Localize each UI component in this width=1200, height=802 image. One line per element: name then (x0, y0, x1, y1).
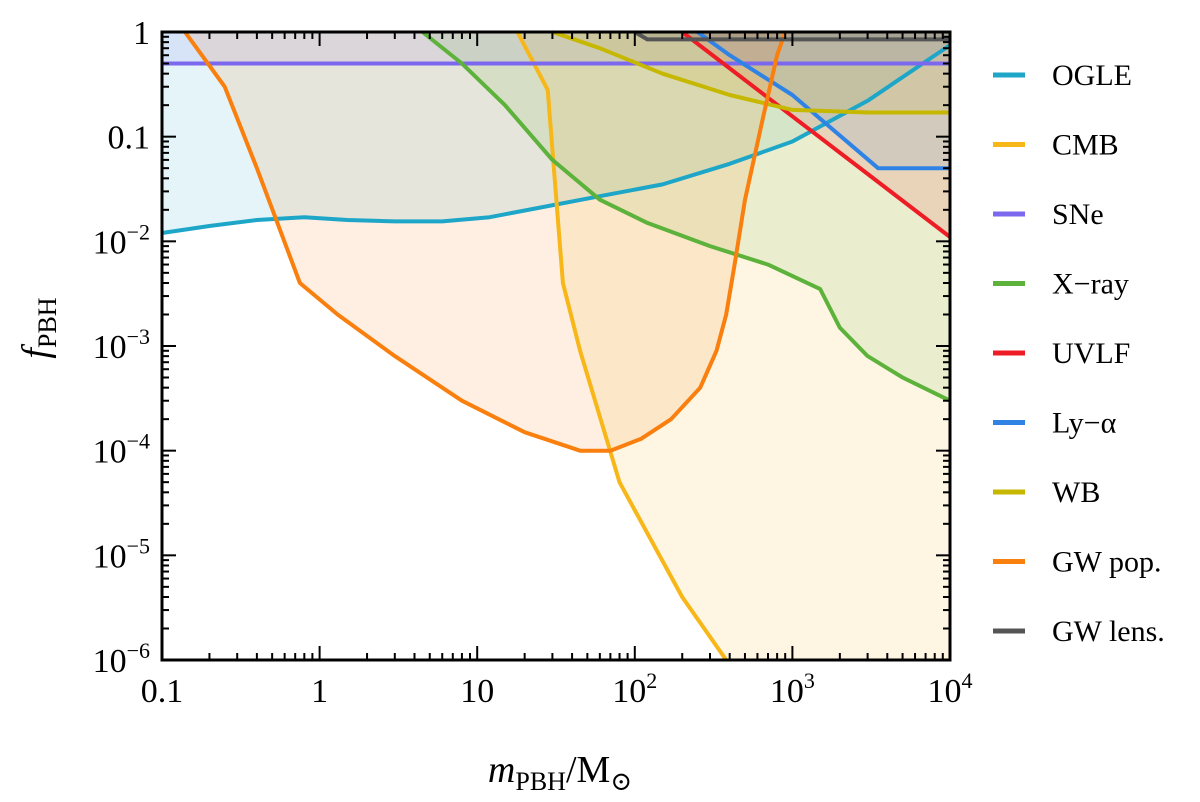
x-tick-label: 103 (770, 668, 815, 710)
series-fill-x-ray (422, 32, 950, 401)
y-tick-label: 10−3 (93, 324, 150, 366)
x-tick-label: 102 (612, 668, 657, 710)
legend-label-ly: Ly−α (1052, 407, 1117, 440)
series-fill-cmb (517, 32, 950, 660)
legend-label-x-ray: X−ray (1052, 268, 1129, 301)
x-axis-label: mPBH/M⊙ (488, 749, 632, 796)
axis-ticks (161, 32, 950, 661)
series-lines (161, 30, 952, 662)
x-tick-label: 1 (311, 673, 328, 710)
y-tick-label: 10−5 (93, 533, 150, 575)
y-tick-label: 1 (133, 15, 150, 52)
series-line-x-ray (421, 30, 951, 403)
series-fill-wb (552, 32, 950, 113)
y-tick-label: 10−6 (93, 638, 150, 680)
legend-label-ogle: OGLE (1052, 59, 1132, 92)
x-tick-label: 0.1 (141, 673, 184, 710)
series-fill-ogle (162, 32, 950, 233)
series-line-gw-pop (183, 30, 788, 453)
series-line-uvlf (680, 30, 952, 239)
series-line-ly (696, 30, 950, 171)
legend-label-cmb: CMB (1052, 129, 1119, 162)
y-tick-label: 10−2 (93, 219, 150, 261)
y-axis-label: fPBH (15, 297, 62, 358)
y-tick-label: 10−4 (93, 429, 150, 471)
legend-label-uvlf: UVLF (1052, 337, 1130, 370)
x-tick-label: 10 (460, 673, 494, 710)
series-line-cmb (515, 31, 728, 662)
legend-label-gw-pop: GW pop. (1052, 546, 1161, 579)
legend-label-gw-lens: GW lens. (1052, 615, 1165, 648)
series-fill-ly (697, 32, 950, 169)
series-line-gw-lens (633, 30, 950, 42)
axis-tick-labels: 0.1 1 10 102 103 104 1 0.1 10−2 10−3 10−4 10−5 10−6 (93, 15, 973, 710)
series-line-ogle (161, 43, 952, 235)
x-tick-label: 104 (928, 668, 973, 710)
legend-label-wb: WB (1052, 476, 1100, 509)
legend-label-sne: SNe (1052, 198, 1104, 231)
legend: OGLE CMB SNe X−ray UVLF Ly−α WB GW pop. GW lens. (993, 59, 1165, 648)
series-line-wb (551, 30, 950, 115)
y-tick-label: 0.1 (108, 120, 151, 157)
